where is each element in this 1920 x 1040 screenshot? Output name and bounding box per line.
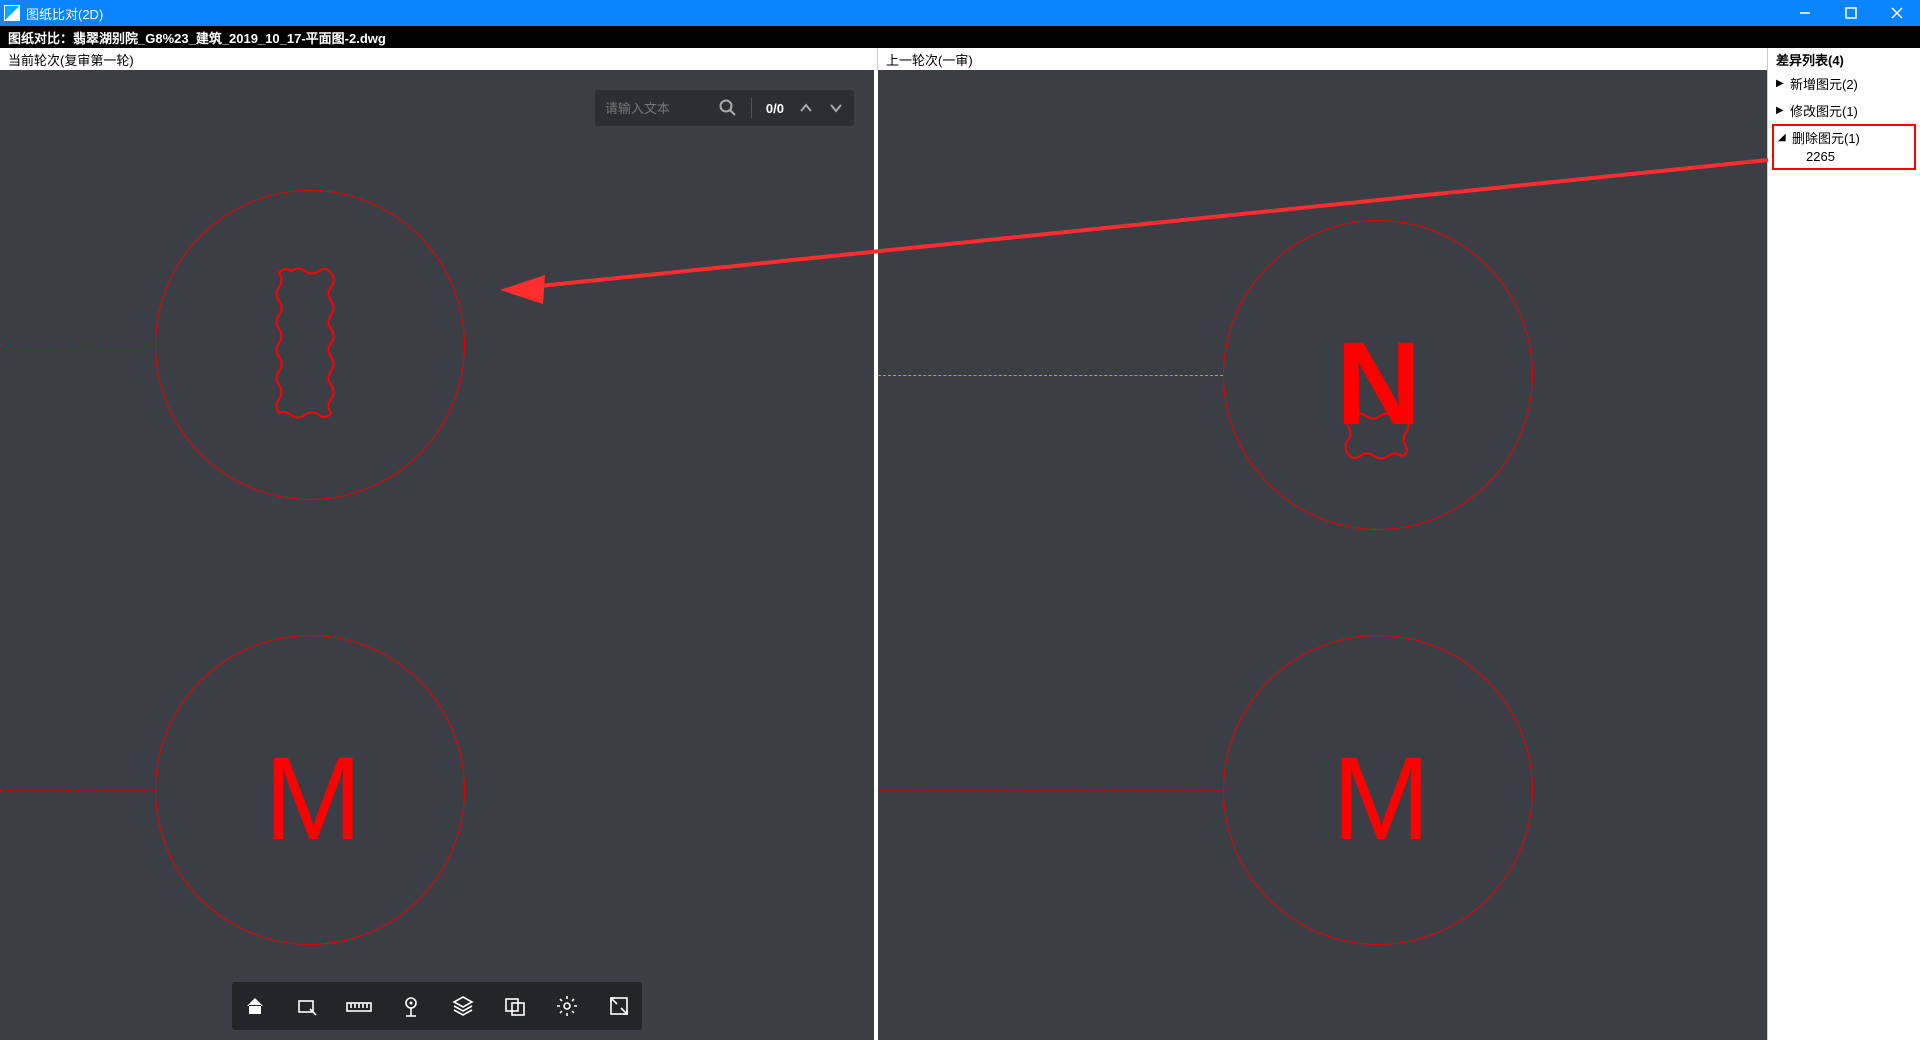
diff-marker-circle[interactable]: M — [155, 635, 465, 945]
diff-item-label: 新增图元(2) — [1790, 74, 1858, 93]
close-button[interactable] — [1874, 0, 1920, 26]
diff-marker-circle[interactable] — [155, 190, 465, 500]
separator — [751, 98, 752, 118]
compare-button[interactable] — [502, 993, 528, 1019]
search-box: 0/0 — [595, 90, 854, 126]
right-pane-header: 上一轮次(一审) — [878, 48, 1768, 70]
app-icon — [4, 5, 20, 21]
search-count: 0/0 — [766, 101, 784, 116]
fullscreen-button[interactable] — [606, 993, 632, 1019]
diff-item-label: 修改图元(1) — [1790, 101, 1858, 120]
search-icon[interactable] — [719, 99, 737, 117]
marker-letter: M — [264, 731, 362, 867]
fit-view-button[interactable] — [294, 993, 320, 1019]
right-viewer[interactable]: N M — [878, 70, 1768, 1040]
wavy-rect-icon — [156, 191, 466, 501]
diff-tree-item-deleted[interactable]: ◢ 删除图元(1) 2265 — [1772, 124, 1916, 170]
app-title: 图纸比对(2D) — [26, 4, 103, 23]
diff-panel: ▶ 新增图元(2) ▶ 修改图元(1) ◢ 删除图元(1) 2265 — [1768, 70, 1920, 1040]
diff-panel-header: 差异列表(4) — [1768, 48, 1920, 70]
left-viewer[interactable]: 0/0 M — [0, 70, 878, 1040]
leader-line — [0, 345, 155, 346]
settings-button[interactable] — [554, 993, 580, 1019]
titlebar: 图纸比对(2D) — [0, 0, 1920, 26]
search-prev-icon[interactable] — [798, 100, 814, 116]
layers-button[interactable] — [450, 993, 476, 1019]
diff-tree-item-modified[interactable]: ▶ 修改图元(1) — [1768, 97, 1920, 124]
caret-right-icon: ▶ — [1776, 78, 1786, 89]
diff-tree-item-added[interactable]: ▶ 新增图元(2) — [1768, 70, 1920, 97]
pane-headers-row: 当前轮次(复审第一轮) 上一轮次(一审) 差异列表(4) — [0, 48, 1920, 70]
document-title: 图纸对比：翡翠湖别院_G8%23_建筑_2019_10_17-平面图-2.dwg — [8, 28, 386, 47]
search-input[interactable] — [605, 101, 705, 116]
viewer-toolbar — [232, 982, 642, 1030]
diff-marker-circle[interactable]: N — [1223, 220, 1533, 530]
window-controls — [1782, 0, 1920, 26]
search-next-icon[interactable] — [828, 100, 844, 116]
caret-right-icon: ▶ — [1776, 105, 1786, 116]
leader-line — [878, 375, 1223, 376]
diff-item-label: 删除图元(1) — [1792, 128, 1860, 147]
left-pane-header: 当前轮次(复审第一轮) — [0, 48, 878, 70]
pin-button[interactable] — [398, 993, 424, 1019]
minimize-button[interactable] — [1782, 0, 1828, 26]
wavy-overlay-icon — [1224, 221, 1534, 531]
maximize-button[interactable] — [1828, 0, 1874, 26]
diff-marker-circle[interactable]: M — [1223, 635, 1533, 945]
marker-letter: M — [1332, 731, 1430, 867]
home-button[interactable] — [242, 993, 268, 1019]
leader-line — [0, 790, 155, 791]
caret-down-icon: ◢ — [1778, 132, 1788, 143]
document-subtitle: 图纸对比：翡翠湖别院_G8%23_建筑_2019_10_17-平面图-2.dwg — [0, 26, 1920, 48]
leader-line — [878, 790, 1223, 791]
diff-tree-child[interactable]: 2265 — [1778, 147, 1910, 166]
main-area: 0/0 M — [0, 70, 1920, 1040]
measure-button[interactable] — [346, 993, 372, 1019]
diff-child-label: 2265 — [1806, 149, 1835, 164]
